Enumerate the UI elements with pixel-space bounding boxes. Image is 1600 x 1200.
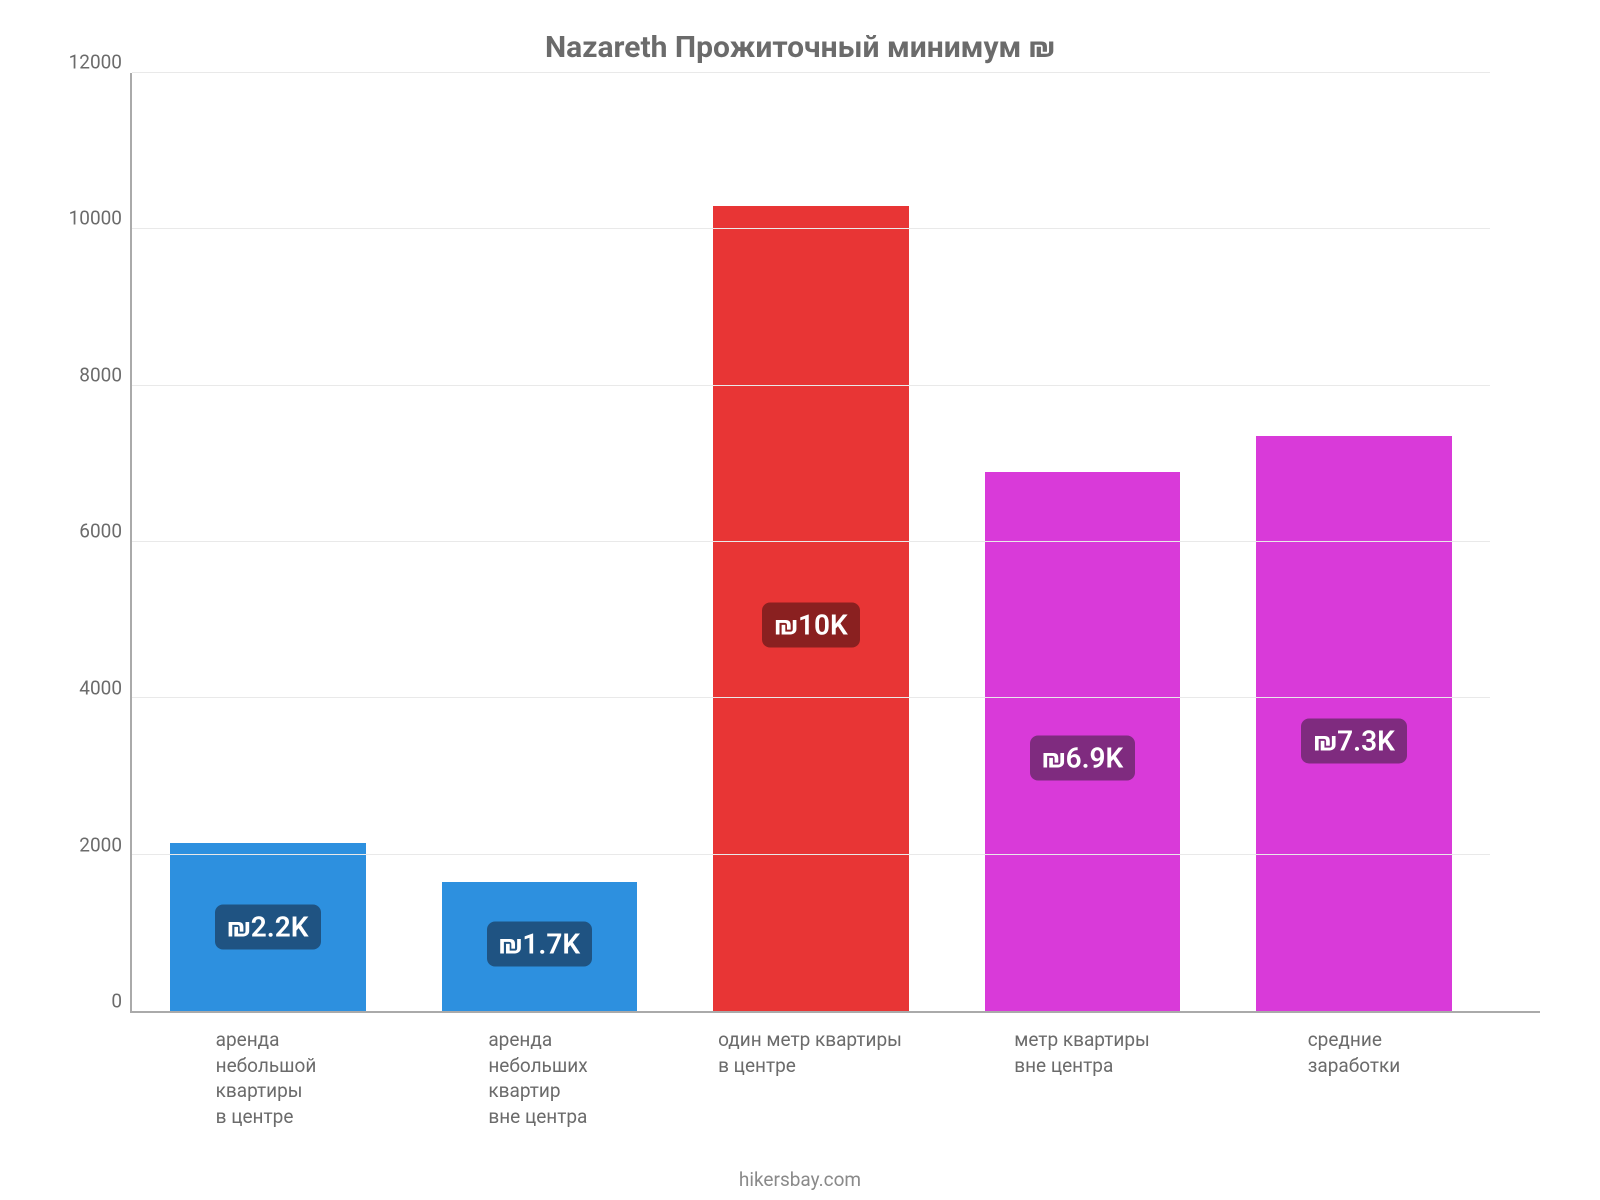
bar-value-label: ₪6.9K <box>1030 735 1135 780</box>
x-tick-label: аренданебольшойквартирыв центре <box>130 1013 402 1130</box>
bar-value-label: ₪7.3K <box>1301 718 1406 763</box>
bar-value-label: ₪1.7K <box>487 921 592 966</box>
bar-value-label: ₪2.2K <box>215 904 320 949</box>
x-axis-labels: аренданебольшойквартирыв центреаренданеб… <box>60 1013 1540 1130</box>
gridline <box>132 385 1490 386</box>
x-tick-label: один метр квартирыв центре <box>674 1013 946 1130</box>
bar-slot: ₪1.7K <box>404 73 676 1011</box>
x-tick-label: средниезаработки <box>1218 1013 1490 1130</box>
bar-slot: ₪6.9K <box>947 73 1219 1011</box>
attribution-text: hikersbay.com <box>60 1168 1540 1191</box>
bar: ₪2.2K <box>170 843 366 1011</box>
bar: ₪7.3K <box>1256 436 1452 1011</box>
bar: ₪10K <box>713 206 909 1011</box>
gridline <box>132 72 1490 73</box>
bars-container: ₪2.2K ₪1.7K ₪10K ₪6.9K ₪7.3K <box>132 73 1540 1011</box>
plot-area: 120001000080006000400020000 ₪2.2K ₪1.7K ₪1… <box>60 73 1540 1013</box>
bar-slot: ₪2.2K <box>132 73 404 1011</box>
gridline <box>132 854 1490 855</box>
gridline <box>132 228 1490 229</box>
chart-container: Nazareth Прожиточный минимум ₪ 120001000… <box>0 0 1600 1200</box>
x-tick-label: метр квартирывне центра <box>946 1013 1218 1130</box>
bar-slot: ₪7.3K <box>1218 73 1490 1011</box>
y-axis: 120001000080006000400020000 <box>60 73 130 1013</box>
bar: ₪6.9K <box>985 472 1181 1011</box>
gridline <box>132 541 1490 542</box>
chart-title: Nazareth Прожиточный минимум ₪ <box>60 30 1540 65</box>
bar: ₪1.7K <box>442 882 638 1011</box>
bar-value-label: ₪10K <box>762 602 860 647</box>
grid-plot: ₪2.2K ₪1.7K ₪10K ₪6.9K ₪7.3K <box>130 73 1540 1013</box>
gridline <box>132 697 1490 698</box>
bar-slot: ₪10K <box>675 73 947 1011</box>
x-tick-label: аренданебольшихквартирвне центра <box>402 1013 674 1130</box>
